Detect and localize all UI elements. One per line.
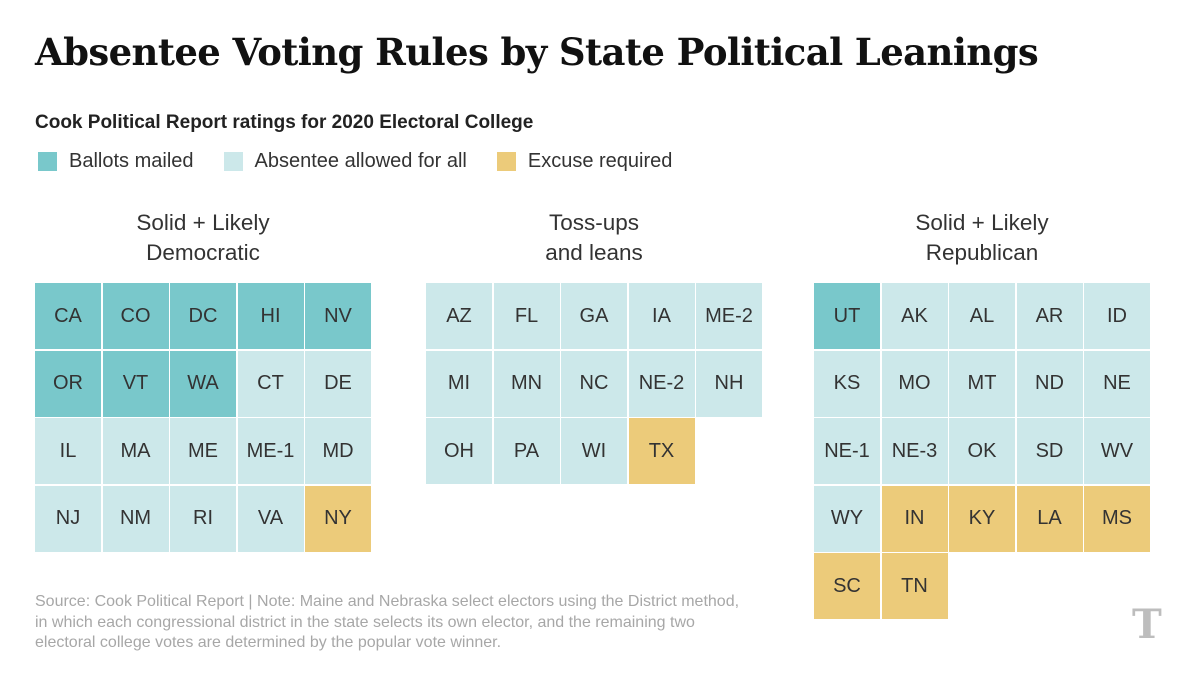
group-title-line: and leans [545,240,643,265]
group-title-democratic: Solid + Likely Democratic [35,208,371,268]
state-tile-me: ME [170,418,236,484]
state-tile-co: CO [102,283,169,349]
legend-swatch-mailed [38,152,57,171]
state-tile-wv: WV [1084,418,1150,484]
state-tile-ct: CT [237,350,304,417]
state-tile-sd: SD [1016,418,1083,484]
state-tile-ne: NE [1084,350,1150,417]
group-democratic: Solid + Likely Democratic CA CO DC HI NV OR VT… [35,208,371,552]
group-title-line: Solid + Likely [136,210,270,235]
publisher-logo-icon: T [1132,601,1162,648]
legend-label-mailed: Ballots mailed [69,150,194,172]
state-tile-ca: CA [35,283,101,349]
group-title-republican: Solid + Likely Republican [814,208,1150,268]
state-tile-nd: ND [1016,350,1083,417]
state-tile-ar: AR [1016,283,1083,349]
state-tile-vt: VT [102,350,169,417]
state-tile-ok: OK [949,418,1015,484]
chart-title: Absentee Voting Rules by State Political… [35,30,1039,74]
group-title-line: Democratic [146,240,260,265]
state-tile-ne-2: NE-2 [628,350,695,417]
state-tile-dc: DC [170,283,236,349]
state-tile-mo: MO [881,350,948,417]
footnote-line: in which each congressional district in … [35,613,695,631]
state-tile-mt: MT [949,350,1015,417]
state-tile-nv: NV [305,283,371,349]
state-tile-nm: NM [102,485,169,552]
state-tile-or: OR [35,350,101,417]
state-tile-la: LA [1016,485,1083,552]
chart-subtitle: Cook Political Report ratings for 2020 E… [35,112,534,133]
state-tile-tn: TN [881,553,948,619]
state-tile-pa: PA [493,418,560,484]
legend-item-mailed: Ballots mailed [38,150,194,173]
source-footnote: Source: Cook Political Report | Note: Ma… [35,592,815,654]
state-tile-ne-1: NE-1 [814,418,880,484]
legend-label-absentee: Absentee allowed for all [254,150,467,172]
legend-label-excuse: Excuse required [527,150,673,172]
state-tile-wa: WA [170,350,236,417]
footnote-line: electoral college votes are determined b… [35,634,502,651]
group-title-line: Solid + Likely [915,210,1049,235]
state-tile-ak: AK [881,283,948,349]
legend-swatch-absentee [223,152,243,171]
state-tile-ms: MS [1084,485,1150,552]
state-tile-ut: UT [814,283,880,349]
group-republican: Solid + Likely Republican UT AK AL AR ID KS MO… [814,208,1150,619]
state-tile-tx: TX [628,418,695,484]
state-tile-hi: HI [237,283,304,349]
state-tile-oh: OH [426,418,492,484]
legend-swatch-excuse [496,152,516,171]
state-tile-az: AZ [426,283,492,349]
state-grid-republican: UT AK AL AR ID KS MO MT ND NE NE-1 NE-3 OK SD WV WY IN KY… [814,283,1150,619]
state-tile-ks: KS [814,350,880,417]
state-tile-ia: IA [628,283,695,349]
group-title-line: Republican [925,240,1039,265]
state-tile-de: DE [305,350,371,417]
state-tile-me-2: ME-2 [696,283,762,349]
state-tile-me-1: ME-1 [237,418,304,484]
group-title-tossups: Toss-ups and leans [426,208,762,268]
legend-item-absentee: Absentee allowed for all [223,150,467,173]
state-tile-wy: WY [814,485,880,552]
state-tile-ny: NY [305,485,371,552]
state-tile-ky: KY [949,485,1015,552]
state-tile-mi: MI [426,350,492,417]
state-tile-sc: SC [814,553,880,619]
state-tile-md: MD [305,418,371,484]
footnote-line: Source: Cook Political Report | Note: Ma… [35,593,740,610]
state-grid-tossups: AZ FL GA IA ME-2 MI MN NC NE-2 NH OH PA WI TX [426,283,762,484]
state-tile-id: ID [1084,283,1150,349]
group-title-line: Toss-ups [548,210,640,235]
state-tile-ma: MA [102,418,169,484]
state-grid-democratic: CA CO DC HI NV OR VT WA CT DE IL MA ME ME-1 MD NJ NM RI VA… [35,283,371,552]
state-tile-ri: RI [170,485,236,552]
state-tile-fl: FL [493,283,560,349]
state-tile-nc: NC [561,350,627,417]
state-tile-wi: WI [561,418,627,484]
legend: Ballots mailed Absentee allowed for all … [38,150,672,173]
group-tossups: Toss-ups and leans AZ FL GA IA ME-2 MI MN NC NE-… [426,208,762,484]
state-tile-il: IL [35,418,101,484]
state-tile-ne-3: NE-3 [881,418,948,484]
state-tile-nh: NH [696,350,762,417]
state-tile-al: AL [949,283,1015,349]
state-tile-nj: NJ [35,485,101,552]
state-tile-mn: MN [493,350,560,417]
state-tile-in: IN [881,485,948,552]
state-tile-ga: GA [561,283,627,349]
legend-item-excuse: Excuse required [496,150,673,173]
state-tile-va: VA [237,485,304,552]
